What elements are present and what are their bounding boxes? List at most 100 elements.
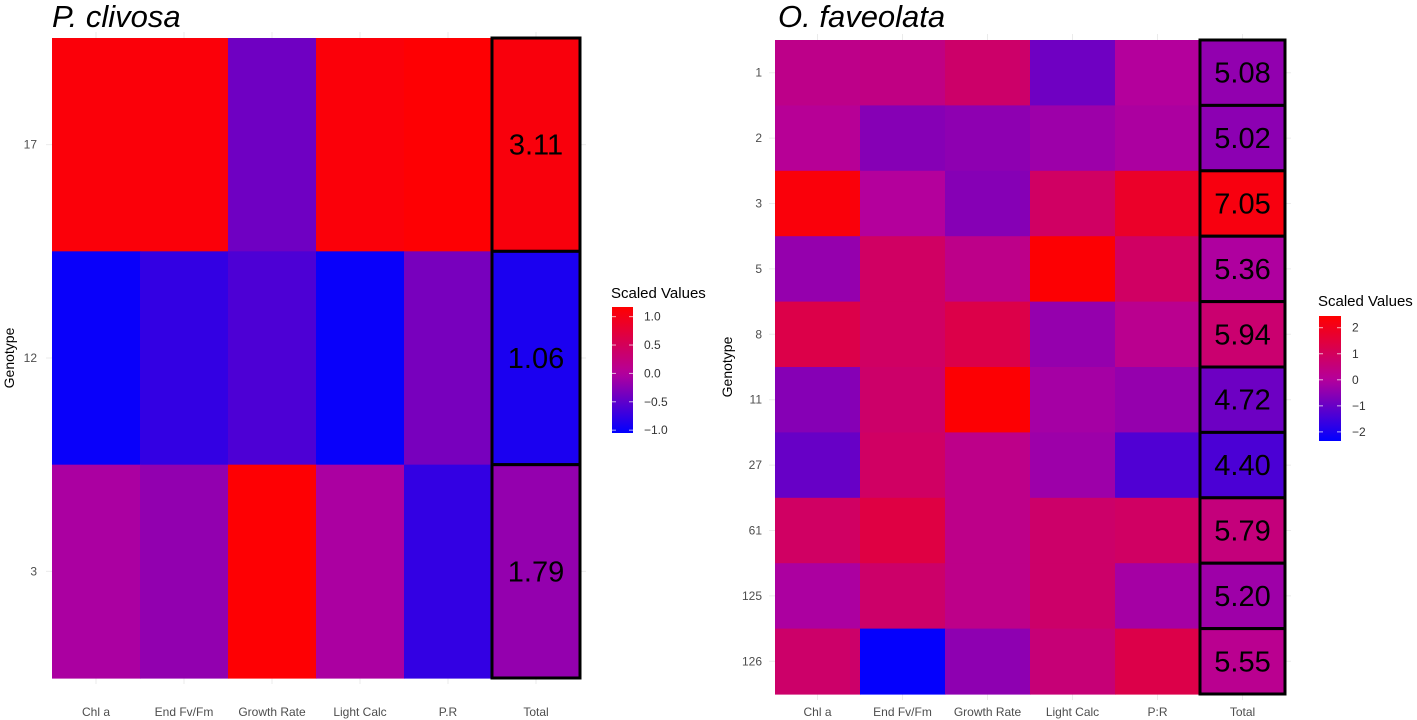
heatmap-cell bbox=[1030, 170, 1116, 237]
legend-label: 1 bbox=[1352, 347, 1359, 361]
heatmap-cell bbox=[945, 497, 1031, 564]
heatmap-cell bbox=[1030, 105, 1116, 172]
heatmap-cell bbox=[316, 251, 405, 466]
heatmap-cell bbox=[1030, 497, 1116, 564]
heatmap-cell bbox=[1115, 105, 1201, 172]
total-cell bbox=[1198, 430, 1287, 500]
x-tick-label: Light Calc bbox=[1046, 705, 1099, 719]
heatmap-cell bbox=[52, 38, 141, 252]
heatmap-cell bbox=[140, 38, 229, 252]
y-axis-label: Genotype bbox=[719, 336, 735, 397]
total-cell bbox=[490, 463, 582, 680]
heatmap-cell bbox=[775, 236, 861, 303]
legend-label: 1.0 bbox=[644, 310, 661, 324]
heatmap-cell bbox=[860, 367, 946, 433]
heatmap-cell bbox=[228, 38, 317, 252]
total-value-label: 5.94 bbox=[1214, 319, 1270, 351]
legend-colorbar bbox=[1319, 316, 1341, 441]
heatmap-cell bbox=[775, 628, 861, 695]
heatmap-cell bbox=[775, 497, 861, 564]
y-tick-label: 3 bbox=[30, 564, 37, 578]
panel-title: P. clivosa bbox=[52, 0, 181, 34]
heatmap-cell bbox=[1030, 628, 1116, 695]
heatmap-cell bbox=[860, 105, 946, 172]
heatmap-cell bbox=[1030, 40, 1116, 106]
heatmap-cell bbox=[1115, 170, 1201, 237]
heatmap-cell bbox=[404, 251, 493, 466]
total-cell bbox=[1198, 103, 1287, 173]
total-cell bbox=[1198, 300, 1287, 369]
legend-label: −0.5 bbox=[644, 395, 668, 409]
y-tick-label: 27 bbox=[749, 458, 763, 472]
y-tick-label: 126 bbox=[742, 654, 762, 668]
x-tick-label: Total bbox=[523, 705, 548, 719]
heatmap-cell bbox=[140, 464, 229, 679]
heatmap-cell bbox=[860, 236, 946, 303]
heatmap-cell bbox=[775, 563, 861, 630]
heatmap-cell bbox=[1115, 563, 1201, 630]
y-axis-label: Genotype bbox=[1, 327, 17, 388]
heatmap-cell bbox=[1115, 432, 1201, 499]
heatmap-cell bbox=[1115, 236, 1201, 303]
total-cell bbox=[1198, 169, 1287, 238]
heatmap-cell bbox=[775, 367, 861, 433]
total-value-label: 4.72 bbox=[1214, 385, 1270, 417]
total-value-label: 5.08 bbox=[1214, 58, 1270, 90]
y-tick-label: 5 bbox=[755, 262, 762, 276]
total-value-label: 5.20 bbox=[1214, 581, 1270, 613]
x-tick-label: Growth Rate bbox=[954, 705, 1022, 719]
heatmap-cell bbox=[316, 38, 405, 252]
legend-label: −1.0 bbox=[644, 423, 668, 437]
heatmap-cell bbox=[775, 301, 861, 368]
heatmap-cell bbox=[945, 563, 1031, 630]
total-value-label: 5.55 bbox=[1214, 646, 1270, 678]
legend-label: 2 bbox=[1352, 321, 1359, 335]
heatmap-cell bbox=[860, 497, 946, 564]
y-tick-label: 17 bbox=[24, 138, 38, 152]
heatmap-cell bbox=[775, 105, 861, 172]
x-tick-label: End Fv/Fm bbox=[873, 705, 932, 719]
total-value-label: 3.11 bbox=[509, 130, 563, 162]
x-tick-label: Light Calc bbox=[333, 705, 386, 719]
heatmap-cell bbox=[775, 40, 861, 106]
heatmap-cell bbox=[1030, 301, 1116, 368]
total-value-label: 1.06 bbox=[508, 343, 564, 375]
heatmap-cell bbox=[1030, 236, 1116, 303]
heatmap-cell bbox=[775, 432, 861, 499]
legend-title: Scaled Values bbox=[1318, 293, 1413, 310]
legend-label: −2 bbox=[1352, 425, 1366, 439]
heatmap-cell bbox=[945, 367, 1031, 433]
total-cell bbox=[490, 36, 582, 253]
legend-label: 0 bbox=[1352, 373, 1359, 387]
heatmap-cell bbox=[228, 251, 317, 466]
total-cell bbox=[1198, 234, 1287, 304]
y-tick-label: 8 bbox=[755, 327, 762, 341]
heatmap-cell bbox=[1030, 367, 1116, 433]
x-tick-label: Chl a bbox=[82, 705, 110, 719]
heatmap-cell bbox=[775, 170, 861, 237]
total-cell bbox=[1198, 561, 1287, 631]
heatmap-cell bbox=[945, 432, 1031, 499]
heatmap-panel-1: O. faveolata Genotype 1 5.08 2 5.02 3 7.05 5 5.36… bbox=[719, 0, 1413, 719]
heatmap-cell bbox=[404, 38, 493, 252]
heatmap-cell bbox=[860, 432, 946, 499]
heatmap-cell bbox=[404, 464, 493, 679]
legend-label: 0.0 bbox=[644, 366, 661, 380]
heatmap-cell bbox=[1030, 563, 1116, 630]
heatmap-cell bbox=[860, 40, 946, 106]
legend-label: −1 bbox=[1352, 399, 1366, 413]
total-value-label: 1.79 bbox=[508, 556, 564, 588]
total-value-label: 7.05 bbox=[1214, 189, 1270, 221]
total-cell bbox=[1198, 496, 1287, 565]
total-value-label: 5.02 bbox=[1214, 123, 1270, 155]
total-value-label: 5.79 bbox=[1214, 516, 1270, 548]
heatmap-cell bbox=[945, 170, 1031, 237]
x-tick-label: End Fv/Fm bbox=[155, 705, 214, 719]
heatmap-cell bbox=[945, 628, 1031, 695]
heatmap-cell bbox=[860, 628, 946, 695]
heatmap-cell bbox=[945, 105, 1031, 172]
heatmap-cell bbox=[52, 251, 141, 466]
heatmap-panel-0: P. clivosa Genotype 17 3.11 12 1.06 3 1.79 Chl a… bbox=[1, 0, 706, 719]
heatmap-cell bbox=[1115, 628, 1201, 695]
